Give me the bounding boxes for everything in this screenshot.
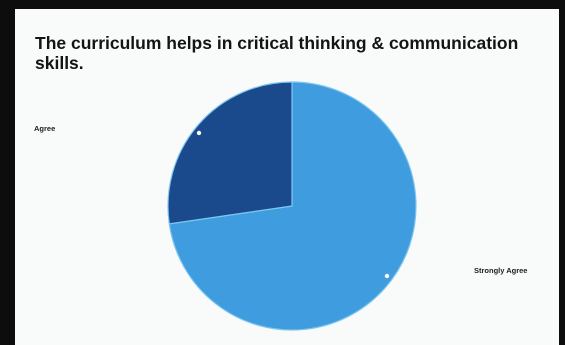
pie-slice-agree (167, 81, 293, 225)
slice-marker-dot (384, 273, 390, 279)
right-border (559, 0, 565, 345)
slice-marker-dot (196, 130, 202, 136)
pie-slice-strongly-agree (168, 81, 417, 331)
slice-labels: Strongly Agree Agree (34, 124, 527, 275)
pie-slices (167, 81, 417, 331)
slice-label: Strongly Agree (474, 266, 527, 275)
top-border (0, 0, 565, 9)
slice-label: Agree (34, 124, 55, 133)
slice-markers (196, 130, 390, 279)
chart-title: The curriculum helps in critical thinkin… (35, 33, 519, 73)
left-border (0, 0, 15, 345)
